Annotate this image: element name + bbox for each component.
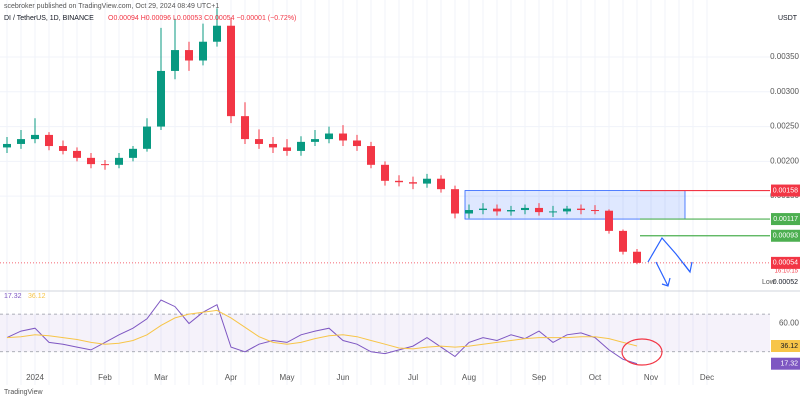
candle-body bbox=[213, 25, 221, 42]
candle-body bbox=[129, 148, 137, 158]
candle-body bbox=[227, 25, 235, 117]
x-tick-label: Nov bbox=[644, 373, 658, 382]
x-tick-label: Feb bbox=[98, 373, 112, 382]
candle-body bbox=[493, 208, 501, 212]
y-tick-label: 60.00 bbox=[779, 319, 800, 328]
candle-body bbox=[115, 157, 123, 165]
range-box bbox=[464, 190, 686, 220]
y-tick-label: 0.00300 bbox=[770, 87, 799, 96]
candle-body bbox=[325, 133, 333, 140]
candle-body bbox=[507, 210, 515, 212]
rsi-line bbox=[6, 299, 638, 365]
y-tick-label: 0.00350 bbox=[770, 52, 799, 61]
price-tag-label: 0.00093 bbox=[773, 233, 798, 240]
candle-body bbox=[591, 210, 599, 212]
candle-body bbox=[451, 189, 459, 214]
projection-arrow bbox=[655, 261, 671, 287]
currency: USDT bbox=[778, 15, 798, 22]
candle-body bbox=[549, 211, 557, 213]
price-tag-label: 17.32 bbox=[780, 361, 798, 368]
candle-body bbox=[171, 50, 179, 71]
rsi-header-value: 17.32 bbox=[4, 293, 22, 300]
x-tick-label: Dec bbox=[700, 373, 714, 382]
candle-body bbox=[423, 178, 431, 184]
rsi-line bbox=[6, 309, 638, 350]
low-value: 0.00052 bbox=[773, 279, 798, 286]
candle-body bbox=[633, 251, 641, 263]
price-tag-label: 0.00158 bbox=[773, 187, 798, 194]
x-tick-label: Jun bbox=[337, 373, 350, 382]
candle-body bbox=[59, 146, 67, 151]
candle-body bbox=[101, 164, 109, 166]
candle-body bbox=[381, 164, 389, 181]
price-tag bbox=[771, 213, 800, 226]
candle-body bbox=[521, 207, 529, 211]
candle-body bbox=[563, 208, 571, 212]
candle-body bbox=[297, 141, 305, 151]
x-tick-label: Apr bbox=[225, 373, 238, 382]
price-tag bbox=[771, 357, 800, 370]
symbol: DI / TetherUS, 1D, BINANCE bbox=[4, 15, 94, 22]
x-tick-label: 2024 bbox=[26, 373, 44, 382]
candle-body bbox=[353, 140, 361, 147]
x-tick-label: Aug bbox=[462, 373, 476, 382]
publisher: scebroker published on TradingView.com, … bbox=[4, 3, 219, 10]
candle-body bbox=[605, 210, 613, 231]
candle-body bbox=[199, 41, 207, 61]
candle-body bbox=[87, 157, 95, 165]
ohlc: O0.00094 H0.00096 L0.00053 C0.00054 −0.0… bbox=[108, 15, 296, 22]
candle-body bbox=[255, 139, 263, 144]
x-tick-label: Jul bbox=[408, 373, 418, 382]
arrow-head bbox=[683, 261, 693, 274]
candle-body bbox=[31, 134, 39, 140]
price-tag-label: 0.00054 bbox=[773, 260, 798, 267]
candle-body bbox=[395, 180, 403, 183]
x-tick-label: Oct bbox=[589, 373, 602, 382]
rsi-header-value: 36.12 bbox=[28, 293, 46, 300]
x-tick-label: Sep bbox=[532, 373, 547, 382]
price-tag bbox=[771, 184, 800, 197]
candle-body bbox=[409, 182, 417, 184]
projection-arrow bbox=[647, 236, 691, 273]
candle-body bbox=[3, 143, 11, 148]
x-tick-label: May bbox=[279, 373, 294, 382]
candle-body bbox=[339, 133, 347, 141]
candle-body bbox=[17, 139, 25, 144]
countdown: 16:10:15 bbox=[775, 268, 799, 274]
price-tag-label: 36.12 bbox=[780, 343, 798, 350]
price-tag bbox=[771, 340, 800, 353]
candle-body bbox=[465, 210, 473, 214]
candle-body bbox=[283, 147, 291, 151]
candle-body bbox=[269, 143, 277, 148]
candle-body bbox=[311, 139, 319, 142]
candle-body bbox=[241, 116, 249, 140]
candle-body bbox=[185, 50, 193, 61]
y-tick-label: 0.00200 bbox=[770, 156, 799, 165]
candle-body bbox=[367, 146, 375, 165]
plot: 0.003500.003000.002500.002000.001502024F… bbox=[0, 0, 800, 385]
candle-body bbox=[577, 208, 585, 211]
price-tag bbox=[771, 229, 800, 242]
candle-body bbox=[619, 230, 627, 252]
candle-body bbox=[45, 134, 53, 147]
low-label: Low bbox=[762, 279, 776, 286]
x-tick-label: Mar bbox=[154, 373, 168, 382]
candle-body bbox=[479, 208, 487, 211]
watermark: TradingView bbox=[4, 389, 43, 396]
candle-body bbox=[535, 207, 543, 213]
highlight-circle bbox=[621, 338, 663, 366]
candle-body bbox=[157, 70, 165, 127]
price-tag-label: 0.00117 bbox=[773, 216, 798, 223]
candle-body bbox=[73, 150, 81, 158]
y-tick-label: 0.00250 bbox=[770, 122, 799, 131]
candle-body bbox=[143, 126, 151, 149]
rsi-band bbox=[0, 314, 770, 352]
candle-body bbox=[437, 178, 445, 190]
price-tag bbox=[771, 256, 800, 269]
